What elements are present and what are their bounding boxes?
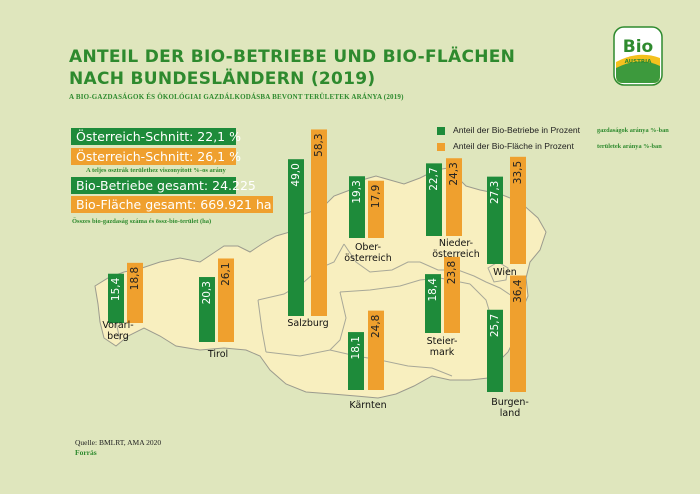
category-label-salzburg-1: Salzburg bbox=[287, 318, 328, 329]
category-label-vorarlberg-2: berg bbox=[107, 331, 129, 342]
data-label-betriebe-k-rnten: 18,1 bbox=[350, 336, 362, 359]
data-label-betriebe-salzburg: 49,0 bbox=[290, 163, 302, 186]
legend-label-flaeche: Anteil der Bio-Fläche in Prozent bbox=[453, 141, 574, 151]
summary-note-total: Összes bio-gazdaság száma és össz-bio-te… bbox=[72, 218, 212, 225]
data-label-flaeche-salzburg: 58,3 bbox=[313, 133, 325, 156]
data-label-flaeche-steiermark: 23,8 bbox=[446, 261, 458, 284]
data-label-betriebe-ober-sterreich: 19,3 bbox=[351, 180, 363, 203]
legend-note-flaeche: területek aránya %-ban bbox=[597, 143, 662, 150]
source-text-hu: Forrás bbox=[75, 448, 97, 457]
bar-betriebe-nieder-sterreich bbox=[426, 163, 442, 236]
summary-note-percent: A teljes osztrák területhez viszonyított… bbox=[86, 167, 226, 174]
title-line-1: ANTEIL DER BIO-BETRIEBE UND BIO-FLÄCHEN bbox=[69, 47, 516, 67]
bar-betriebe-burgenland bbox=[487, 309, 503, 392]
data-label-betriebe-wien: 27,3 bbox=[489, 181, 501, 204]
category-label-ober-sterreich-2: österreich bbox=[344, 253, 392, 264]
chart-title: ANTEIL DER BIO-BETRIEBE UND BIO-FLÄCHEN … bbox=[69, 46, 515, 90]
summary-box-flaeche-schnitt: Österreich-Schnitt: 26,1 % bbox=[71, 148, 241, 165]
category-label-steiermark-2: mark bbox=[430, 347, 455, 358]
summary-box-flaeche-gesamt: Bio-Fläche gesamt: 669.921 ha bbox=[71, 196, 273, 213]
data-label-betriebe-nieder-sterreich: 22,7 bbox=[428, 167, 440, 190]
data-label-flaeche-vorarlberg: 18,8 bbox=[129, 267, 141, 290]
category-label-steiermark-1: Steier- bbox=[427, 336, 458, 347]
data-label-betriebe-steiermark: 18,4 bbox=[427, 278, 439, 302]
data-label-flaeche-wien: 33,5 bbox=[512, 161, 524, 184]
title-line-2: NACH BUNDESLÄNDERN (2019) bbox=[69, 69, 376, 89]
data-label-betriebe-vorarlberg: 15,4 bbox=[110, 277, 122, 301]
category-label-nieder-sterreich-1: Nieder- bbox=[439, 238, 473, 249]
chart-subtitle: A BIO-GAZDASÁGOK ÉS ÖKOLÓGIAI GAZDÁLKODÁ… bbox=[69, 93, 404, 101]
category-label-ober-sterreich-1: Ober- bbox=[355, 242, 381, 253]
bar-flaeche-nieder-sterreich bbox=[446, 158, 462, 236]
data-label-flaeche-nieder-sterreich: 24,3 bbox=[448, 162, 460, 185]
bar-betriebe-steiermark bbox=[425, 274, 441, 333]
bar-flaeche-burgenland bbox=[510, 275, 526, 392]
category-label-k-rnten-1: Kärnten bbox=[349, 400, 386, 411]
data-label-flaeche-k-rnten: 24,8 bbox=[370, 315, 382, 338]
legend-note-betriebe: gazdaságok aránya %-ban bbox=[597, 127, 669, 134]
data-label-flaeche-burgenland: 36,4 bbox=[512, 279, 524, 303]
category-label-wien-1: Wien bbox=[493, 267, 517, 278]
data-label-flaeche-ober-sterreich: 17,9 bbox=[370, 185, 382, 208]
category-label-tirol-1: Tirol bbox=[207, 349, 228, 360]
bars-layer: 15,4 18,8 Vorarl-berg 20,3 26,1 Tirol 49,0 58,3… bbox=[102, 129, 529, 419]
category-label-nieder-sterreich-2: österreich bbox=[432, 249, 480, 260]
data-label-betriebe-tirol: 20,3 bbox=[201, 281, 213, 304]
bar-flaeche-tirol bbox=[218, 258, 234, 342]
category-label-vorarlberg-1: Vorarl- bbox=[102, 320, 133, 331]
bar-betriebe-wien bbox=[487, 176, 503, 264]
bar-betriebe-ober-sterreich bbox=[349, 176, 365, 238]
bar-flaeche-k-rnten bbox=[368, 310, 384, 390]
summary-box-betriebe-gesamt: Bio-Betriebe gesamt: 24.225 bbox=[71, 177, 256, 194]
bar-betriebe-vorarlberg bbox=[108, 273, 124, 323]
legend-label-betriebe: Anteil der Bio-Betriebe in Prozent bbox=[453, 125, 581, 135]
bar-betriebe-salzburg bbox=[288, 159, 304, 316]
bar-flaeche-salzburg bbox=[311, 129, 327, 316]
data-label-flaeche-tirol: 26,1 bbox=[220, 262, 232, 285]
bar-betriebe-tirol bbox=[199, 277, 215, 342]
bar-betriebe-k-rnten bbox=[348, 332, 364, 390]
legend-swatch-flaeche bbox=[437, 143, 445, 151]
source-text: Quelle: BMLRT, AMA 2020 bbox=[75, 438, 162, 447]
bar-flaeche-vorarlberg bbox=[127, 262, 143, 323]
category-label-burgenland-2: land bbox=[500, 408, 521, 419]
summary-box-betriebe-schnitt: Österreich-Schnitt: 22,1 % bbox=[71, 128, 241, 145]
bar-flaeche-wien bbox=[510, 156, 526, 264]
bar-flaeche-ober-sterreich bbox=[368, 180, 384, 238]
category-label-burgenland-1: Burgen- bbox=[491, 397, 529, 408]
data-label-betriebe-burgenland: 25,7 bbox=[489, 314, 501, 337]
bar-flaeche-steiermark bbox=[444, 256, 460, 333]
legend-swatch-betriebe bbox=[437, 127, 445, 135]
